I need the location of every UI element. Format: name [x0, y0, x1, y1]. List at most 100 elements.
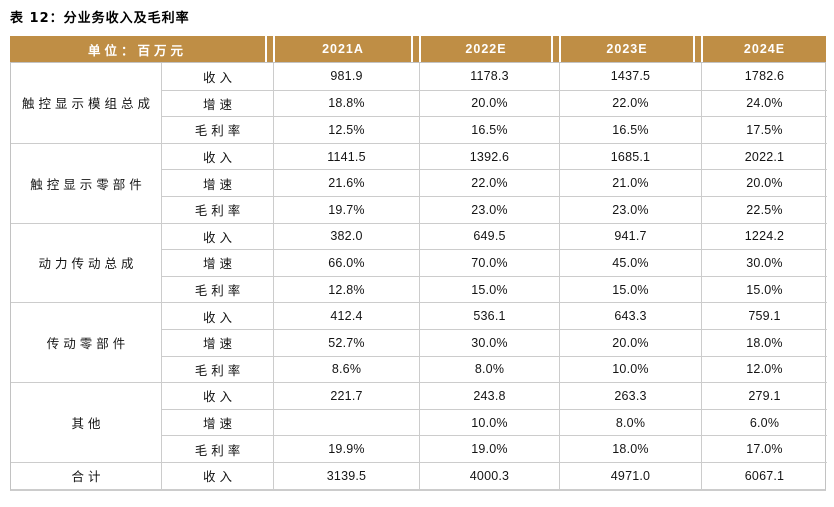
table-body-grid: 触控显示模组总成 收入 981.9 1178.3 1437.5 1782.6 增速 18.8%… — [10, 62, 827, 491]
value-cell: 382.0 — [273, 222, 419, 250]
value-cell: 6.0% — [701, 408, 827, 436]
value-cell: 759.1 — [701, 302, 827, 329]
value-cell: 18.8% — [273, 89, 419, 117]
business-revenue-table: 单位：百万元 2021A 2022E 2023E 2024E 触控显示模组总成收… — [10, 36, 827, 491]
value-cell: 3139.5 — [273, 461, 419, 489]
metric-label-cell: 收入 — [161, 63, 273, 90]
value-cell: 45.0% — [559, 249, 701, 276]
metric-label-cell: 收入 — [161, 382, 273, 409]
header-year-2024E: 2024E — [703, 36, 826, 62]
value-cell: 30.0% — [419, 328, 559, 356]
value-cell: 12.8% — [273, 275, 419, 303]
metric-label-cell: 增速 — [161, 169, 273, 196]
value-cell: 20.0% — [701, 169, 827, 196]
header-unit-cell: 单位：百万元 — [10, 36, 265, 62]
value-cell: 10.0% — [559, 355, 701, 383]
group-label-cell: 触控显示模组总成 — [21, 96, 154, 112]
value-cell: 6067.1 — [701, 461, 827, 489]
value-cell: 19.0% — [419, 435, 559, 462]
value-cell — [273, 408, 419, 436]
value-cell: 23.0% — [419, 195, 559, 223]
metric-label-cell: 收入 — [161, 461, 273, 489]
value-cell: 263.3 — [559, 382, 701, 409]
header-year-2022E: 2022E — [421, 36, 551, 62]
value-cell: 8.0% — [559, 408, 701, 436]
value-cell: 22.5% — [701, 195, 827, 223]
value-cell: 15.0% — [559, 275, 701, 303]
value-cell: 12.0% — [701, 355, 827, 383]
value-cell: 21.0% — [559, 169, 701, 196]
value-cell: 1141.5 — [273, 142, 419, 170]
metric-label-cell: 毛利率 — [161, 195, 273, 223]
value-cell: 70.0% — [419, 249, 559, 276]
metric-label-cell: 收入 — [161, 222, 273, 250]
metric-label-cell: 毛利率 — [161, 355, 273, 383]
table-title: 表 12：分业务收入及毛利率 — [10, 11, 190, 26]
value-cell: 22.0% — [419, 169, 559, 196]
metric-label-cell: 毛利率 — [161, 275, 273, 303]
value-cell: 16.5% — [419, 116, 559, 143]
header-year-2023E: 2023E — [561, 36, 693, 62]
value-cell: 941.7 — [559, 222, 701, 250]
value-cell: 8.6% — [273, 355, 419, 383]
value-cell: 30.0% — [701, 249, 827, 276]
value-cell: 20.0% — [559, 328, 701, 356]
value-cell: 4971.0 — [559, 461, 701, 489]
value-cell: 412.4 — [273, 302, 419, 329]
value-cell: 8.0% — [419, 355, 559, 383]
group-label-cell: 合计 — [11, 461, 161, 489]
value-cell: 1178.3 — [419, 63, 559, 90]
value-cell: 66.0% — [273, 249, 419, 276]
value-cell: 1685.1 — [559, 142, 701, 170]
value-cell: 19.9% — [273, 435, 419, 462]
value-cell: 22.0% — [559, 89, 701, 117]
value-cell: 1782.6 — [701, 63, 827, 90]
value-cell: 2022.1 — [701, 142, 827, 170]
value-cell: 15.0% — [701, 275, 827, 303]
value-cell: 52.7% — [273, 328, 419, 356]
value-cell: 24.0% — [701, 89, 827, 117]
header-divider — [693, 36, 703, 62]
metric-label-cell: 毛利率 — [161, 116, 273, 143]
value-cell: 1392.6 — [419, 142, 559, 170]
group-label-cell: 动力传动总成 — [11, 222, 161, 303]
value-cell: 1437.5 — [559, 63, 701, 90]
value-cell: 981.9 — [273, 63, 419, 90]
value-cell: 10.0% — [419, 408, 559, 436]
value-cell: 18.0% — [559, 435, 701, 462]
group-label-cell: 触控显示零部件 — [11, 142, 161, 223]
value-cell: 221.7 — [273, 382, 419, 409]
group-label-cell: 传动零部件 — [11, 302, 161, 382]
value-cell: 536.1 — [419, 302, 559, 329]
header-divider — [551, 36, 561, 62]
value-cell: 1224.2 — [701, 222, 827, 250]
value-cell: 4000.3 — [419, 461, 559, 489]
metric-label-cell: 增速 — [161, 328, 273, 356]
metric-label-cell: 毛利率 — [161, 435, 273, 462]
value-cell: 18.0% — [701, 328, 827, 356]
group-label-cell: 其他 — [11, 382, 161, 462]
metric-label-cell: 收入 — [161, 142, 273, 170]
metric-label-cell: 收入 — [161, 302, 273, 329]
value-cell: 643.3 — [559, 302, 701, 329]
value-cell: 23.0% — [559, 195, 701, 223]
header-divider — [265, 36, 275, 62]
header-divider — [411, 36, 421, 62]
metric-label-cell: 增速 — [161, 249, 273, 276]
value-cell: 12.5% — [273, 116, 419, 143]
value-cell: 17.0% — [701, 435, 827, 462]
value-cell: 20.0% — [419, 89, 559, 117]
value-cell: 243.8 — [419, 382, 559, 409]
value-cell: 279.1 — [701, 382, 827, 409]
metric-label-cell: 增速 — [161, 89, 273, 117]
header-year-2021A: 2021A — [275, 36, 411, 62]
value-cell: 649.5 — [419, 222, 559, 250]
value-cell: 19.7% — [273, 195, 419, 223]
value-cell: 17.5% — [701, 116, 827, 143]
metric-label-cell: 增速 — [161, 408, 273, 436]
value-cell: 16.5% — [559, 116, 701, 143]
value-cell: 15.0% — [419, 275, 559, 303]
table-header-row: 单位：百万元 2021A 2022E 2023E 2024E — [10, 36, 826, 62]
value-cell: 21.6% — [273, 169, 419, 196]
